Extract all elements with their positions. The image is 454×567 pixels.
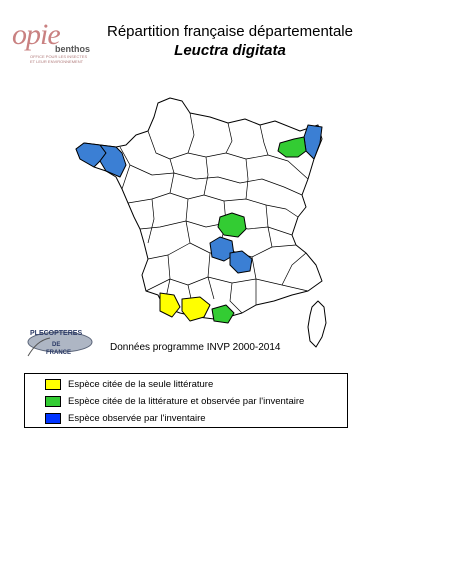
dept-allier xyxy=(217,212,247,238)
legend-label: Espèce citée de la seule littérature xyxy=(68,379,214,390)
logo-line3: FRANCE xyxy=(46,350,71,356)
legend-swatch xyxy=(45,396,61,407)
legend-swatch xyxy=(45,379,61,390)
legend-item-observed-only: Espèce observée par l'inventaire xyxy=(45,410,347,427)
opie-benthos-logo: opie benthos OFFICE POUR LES INSECTES ET… xyxy=(8,18,94,68)
dept-lozere xyxy=(229,250,253,274)
logo-insect-antenna xyxy=(27,337,51,357)
logo-word: opie xyxy=(12,18,61,51)
logo-wing-shape xyxy=(27,331,93,353)
dept-moselle-vosges xyxy=(277,136,307,158)
legend: Espèce citée de la seule littérature Esp… xyxy=(24,373,348,428)
logo-tagline: OFFICE POUR LES INSECTES ET LEUR ENVIRON… xyxy=(30,54,88,64)
legend-item-literature-only: Espèce citée de la seule littérature xyxy=(45,376,347,393)
legend-label: Espèce observée par l'inventaire xyxy=(68,413,206,424)
logo-sub: benthos xyxy=(55,44,90,54)
legend-label: Espèce citée de la littérature et observ… xyxy=(68,396,305,407)
corsica xyxy=(307,300,327,348)
dept-cotes-morbihan xyxy=(99,144,127,178)
dept-pyrenees-orientales xyxy=(211,304,235,324)
dept-pyrenees-atlantiques xyxy=(159,292,181,318)
plecopteres-de-france-logo: PLECOPTERES DE FRANCE xyxy=(27,330,93,357)
department-borders xyxy=(119,112,309,318)
logo-line2: DE xyxy=(52,342,60,348)
legend-item-literature-and-observed: Espèce citée de la littérature et observ… xyxy=(45,393,347,410)
page-title: Répartition française départementale xyxy=(107,23,353,40)
legend-swatch xyxy=(45,413,61,424)
logo-line1: PLECOPTERES xyxy=(30,330,82,337)
species-name: Leuctra digitata xyxy=(174,42,286,59)
program-caption: Données programme INVP 2000-2014 xyxy=(110,342,281,353)
france-department-map xyxy=(75,97,327,348)
dept-hautes-pyrenees-ariege xyxy=(181,296,211,322)
